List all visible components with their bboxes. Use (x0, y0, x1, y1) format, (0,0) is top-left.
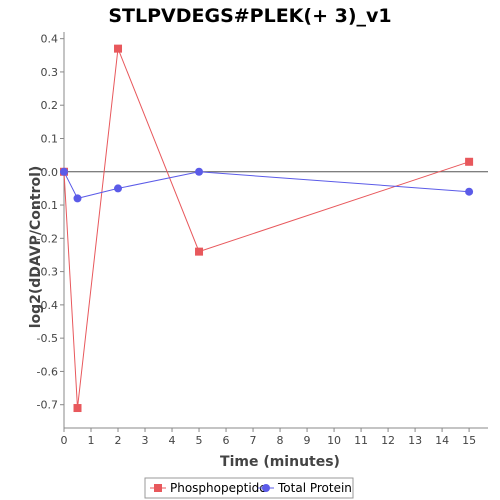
data-point (195, 247, 204, 256)
y-tick-label: 0.2 (41, 99, 59, 112)
x-tick-label: 11 (354, 434, 368, 447)
data-point (60, 167, 68, 176)
y-tick-label: -0.1 (37, 199, 58, 212)
x-tick-label: 8 (277, 434, 284, 447)
x-tick-label: 9 (304, 434, 311, 447)
x-tick-label: 13 (408, 434, 422, 447)
x-tick-label: 5 (196, 434, 203, 447)
legend-marker (154, 484, 162, 492)
x-tick-label: 14 (435, 434, 449, 447)
data-point (465, 157, 474, 166)
legend-box (144, 477, 354, 499)
legend-item: Phosphopeptide (150, 481, 267, 495)
y-tick-label: -0.2 (37, 232, 58, 245)
y-tick-label: -0.6 (37, 365, 58, 378)
y-tick-label: -0.7 (37, 399, 58, 412)
x-tick-label: 3 (142, 434, 149, 447)
legend: Phosphopeptide Total Protein (144, 477, 354, 499)
x-axis-label: Time (minutes) (220, 454, 340, 470)
legend-marker (262, 484, 270, 492)
y-axis: 0.4 0.3 0.2 0.1 0.0 -0.1 -0.2 -0.3 -0.4 -0.5 -0.6 -… (37, 33, 64, 412)
legend-label: Total Protein (277, 481, 352, 495)
y-tick-label: 0.3 (41, 66, 59, 79)
x-tick-label: 10 (327, 434, 341, 447)
x-tick-label: 7 (250, 434, 257, 447)
y-tick-label: -0.4 (37, 299, 58, 312)
x-tick-label: 12 (381, 434, 395, 447)
data-point (114, 44, 123, 53)
y-tick-label: 0.4 (41, 33, 59, 46)
series-total-protein (60, 167, 474, 203)
y-axis-label: log2(dDAVP/Control) (28, 166, 44, 329)
legend-label: Phosphopeptide (170, 481, 267, 495)
x-tick-label: 15 (462, 434, 476, 447)
plot-area (64, 32, 488, 428)
x-tick-label: 6 (223, 434, 230, 447)
x-tick-label: 0 (61, 434, 68, 447)
data-point (465, 187, 474, 196)
series-layer (60, 44, 474, 413)
data-point (73, 194, 82, 203)
legend-item: Total Protein (258, 481, 352, 495)
x-tick-label: 1 (88, 434, 95, 447)
data-point (114, 184, 123, 193)
y-tick-label: 0.1 (41, 132, 59, 145)
y-tick-label: -0.3 (37, 266, 58, 279)
x-tick-label: 4 (169, 434, 176, 447)
x-axis: 0 1 2 3 4 5 6 7 8 9 10 11 12 13 14 15 (61, 428, 476, 447)
data-point (73, 404, 82, 413)
y-tick-label: -0.5 (37, 332, 58, 345)
x-tick-label: 2 (115, 434, 122, 447)
y-tick-label: 0.0 (41, 166, 59, 179)
plot-frame (63, 32, 488, 429)
data-point (195, 167, 204, 176)
chart-title: STLPVDEGS#PLEK(+ 3)_v1 (108, 5, 391, 27)
